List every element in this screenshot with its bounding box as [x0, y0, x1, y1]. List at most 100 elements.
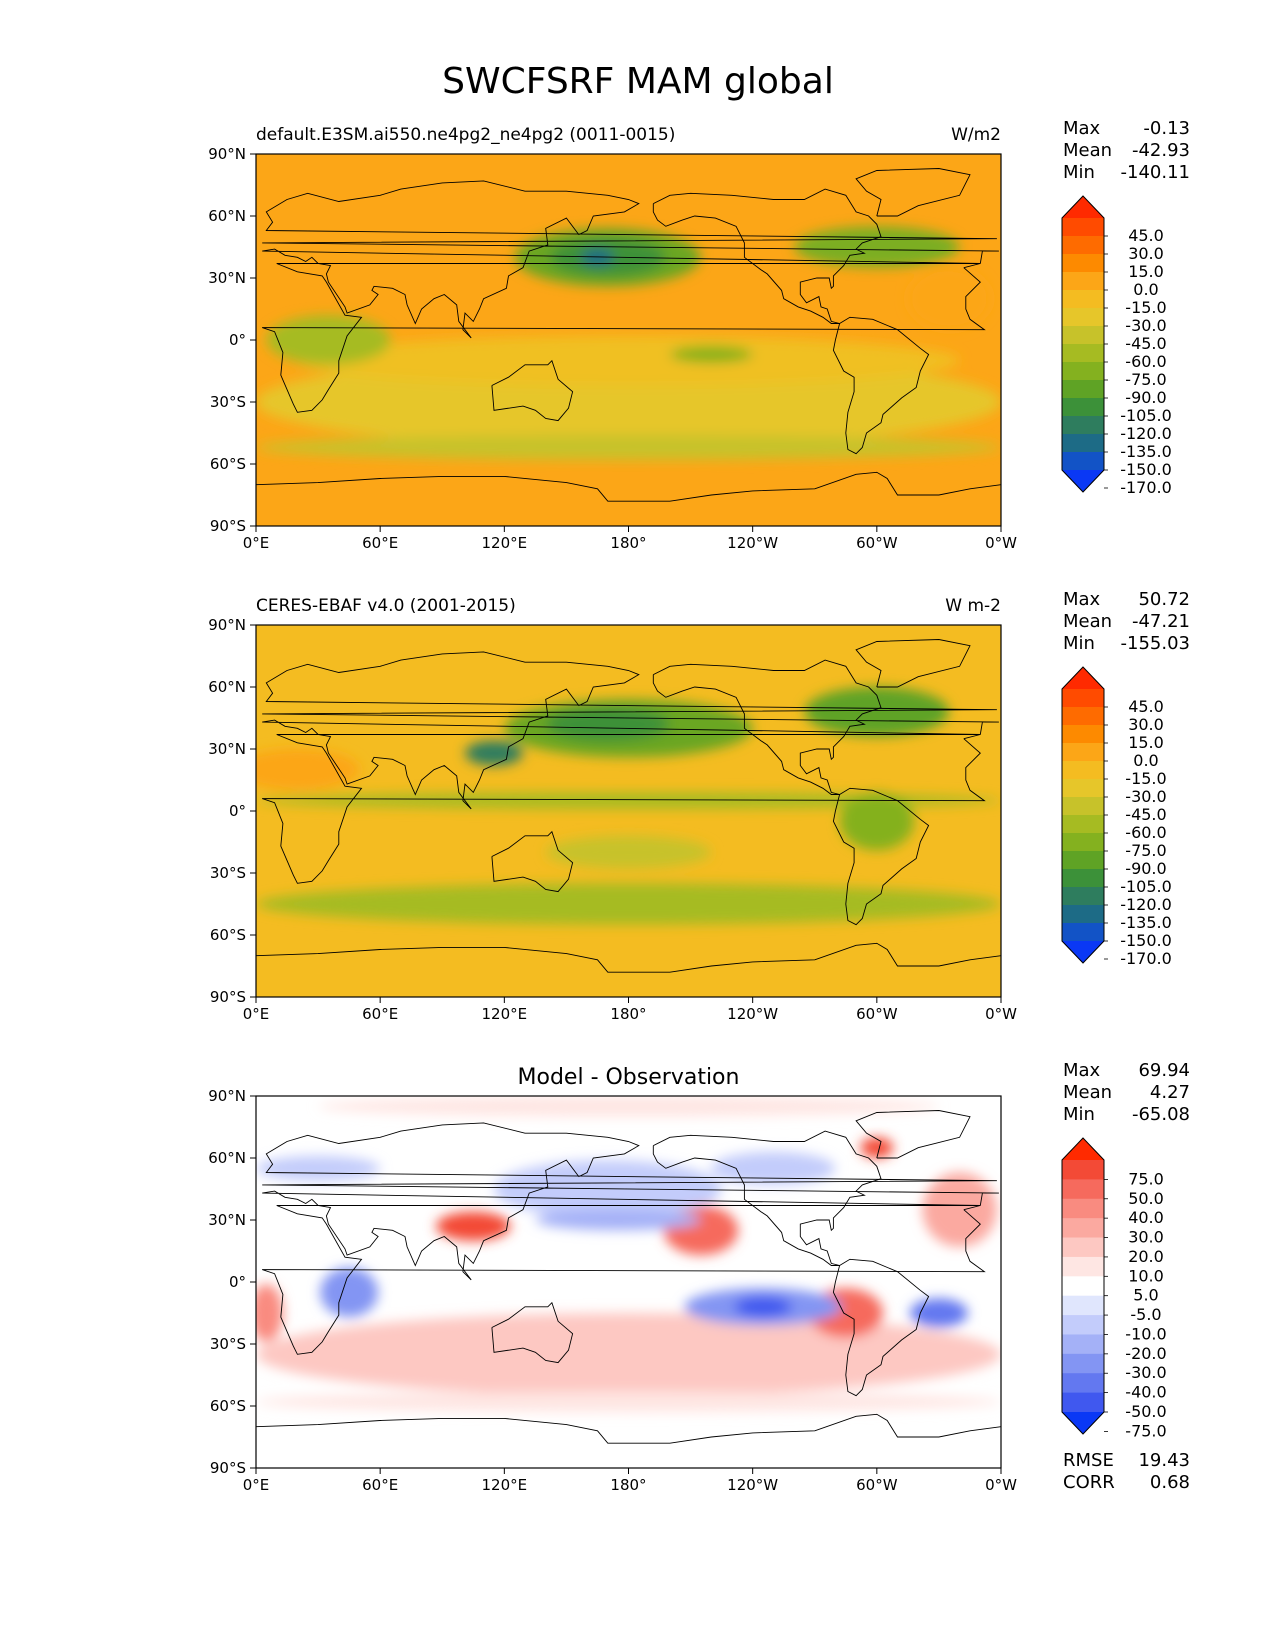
- colorbar-segment: [1062, 707, 1104, 726]
- stat-label: Min: [1063, 162, 1095, 183]
- lat-tick-label: 60°N: [208, 678, 246, 696]
- colorbar-label: -90.0: [1125, 388, 1166, 407]
- colorbar-label: -105.0: [1120, 877, 1172, 896]
- stat-value: 4.27: [1150, 1082, 1190, 1103]
- coastline: [256, 1413, 1001, 1444]
- colorbar-segment: [1062, 452, 1104, 471]
- colorbar-segment: [1062, 1179, 1104, 1200]
- stat-label: RMSE: [1063, 1450, 1114, 1471]
- lat-tick-label: 30°N: [208, 1211, 246, 1229]
- colorbar-segment: [1062, 1373, 1104, 1394]
- colorbar-label: -30.0: [1125, 787, 1166, 806]
- stat-label: Min: [1063, 633, 1095, 654]
- stat-value: -0.13: [1143, 118, 1190, 139]
- colorbar-segment: [1062, 689, 1104, 708]
- stat-label: Mean: [1063, 1082, 1112, 1103]
- colorbar-segment: [1062, 434, 1104, 453]
- stat-value: -65.08: [1132, 1104, 1190, 1125]
- colorbar-segment: [1062, 218, 1104, 237]
- colorbar-segment: [1062, 362, 1104, 381]
- contour-region: [256, 1391, 1001, 1413]
- colorbar-label: -150.0: [1120, 460, 1172, 479]
- contour-region: [465, 740, 523, 766]
- lat-tick-label: 60°S: [210, 455, 246, 473]
- stat-label: CORR: [1063, 1472, 1115, 1493]
- lat-tick-label: 90°N: [208, 145, 246, 163]
- colorbar-label: -150.0: [1120, 931, 1172, 950]
- lat-tick-label: 30°S: [210, 1335, 246, 1353]
- colorbar-label: 5.0: [1133, 1286, 1158, 1305]
- colorbar-label: -30.0: [1125, 1363, 1166, 1382]
- lat-tick-label: 30°N: [208, 740, 246, 758]
- lon-tick-label: 120°E: [482, 534, 528, 552]
- colorbar-label: -75.0: [1125, 1421, 1166, 1440]
- colorbar-segment: [1062, 887, 1104, 906]
- colorbar-label: -90.0: [1125, 859, 1166, 878]
- colorbar: 45.030.015.00.0-15.0-30.0-45.0-60.0-75.0…: [1061, 195, 1172, 497]
- lat-tick-label: 30°N: [208, 269, 246, 287]
- lon-tick-label: 60°W: [856, 534, 898, 552]
- colorbar-segment: [1062, 815, 1104, 834]
- stat-value: -155.03: [1121, 633, 1190, 654]
- panel-observation: 0°E 60°E 120°E 180° 120°W 60°W 0°W 90°N 60°N 30°N…: [208, 589, 1190, 1023]
- colorbar-segment: [1062, 923, 1104, 942]
- contour-region: [297, 335, 960, 386]
- colorbar-label: -30.0: [1125, 316, 1166, 335]
- colorbar-label: 50.0: [1128, 1189, 1164, 1208]
- lon-tick-label: 180°: [610, 1005, 646, 1023]
- lon-tick-label: 60°W: [856, 1005, 898, 1023]
- lon-tick-label: 0°W: [985, 1476, 1017, 1494]
- colorbar-extend-max: [1062, 667, 1104, 689]
- contour-region: [545, 707, 670, 741]
- contour-region: [535, 1209, 701, 1231]
- colorbar-label: 15.0: [1128, 262, 1164, 281]
- colorbar-segment: [1062, 797, 1104, 816]
- stat-label: Min: [1063, 1104, 1095, 1125]
- panel-model: 0°E 60°E 120°E 180° 120°W 60°W 0°W 90°N 60°N 30°N…: [208, 118, 1190, 552]
- colorbar-label: -120.0: [1120, 895, 1172, 914]
- contour-region: [711, 1151, 836, 1185]
- lat-tick-label: 90°S: [210, 1459, 246, 1477]
- colorbar-segment: [1062, 398, 1104, 417]
- stat-value: -140.11: [1121, 162, 1190, 183]
- coastline: [832, 1258, 930, 1397]
- stat-value: -42.93: [1132, 140, 1190, 161]
- coastlines: [256, 639, 1001, 973]
- lon-tick-label: 0°W: [985, 1005, 1017, 1023]
- colorbar-label: -5.0: [1130, 1305, 1161, 1324]
- colorbar-label: -105.0: [1120, 406, 1172, 425]
- colorbar-label: -45.0: [1125, 334, 1166, 353]
- field-contours: [256, 226, 1001, 460]
- colorbar-segment: [1062, 1392, 1104, 1413]
- stat-label: Mean: [1063, 611, 1112, 632]
- colorbar-extend-min: [1062, 1412, 1104, 1434]
- lat-tick-label: 90°N: [208, 1087, 246, 1105]
- colorbar-label: 0.0: [1133, 751, 1158, 770]
- coastline: [832, 316, 930, 455]
- colorbar-label: -170.0: [1120, 478, 1172, 497]
- colorbar-label: -60.0: [1125, 352, 1166, 371]
- lon-tick-label: 0°E: [243, 1476, 270, 1494]
- lat-tick-label: 0°: [229, 1273, 246, 1291]
- field-contours: [256, 1096, 1001, 1413]
- colorbar-segment: [1062, 725, 1104, 744]
- colorbar-label: -50.0: [1125, 1402, 1166, 1421]
- coastline: [652, 1130, 882, 1266]
- colorbar-segment: [1062, 761, 1104, 780]
- colorbar-segment: [1062, 344, 1104, 363]
- colorbar-label: 30.0: [1128, 715, 1164, 734]
- contour-region: [256, 1313, 1001, 1396]
- panel-left-title: default.E3SM.ai550.ne4pg2_ne4pg2 (0011-0…: [256, 125, 675, 145]
- coastline: [256, 471, 1001, 502]
- lat-tick-label: 60°N: [208, 1149, 246, 1167]
- contour-region: [436, 1211, 511, 1241]
- colorbar-segment: [1062, 326, 1104, 345]
- colorbar-segment: [1062, 1198, 1104, 1219]
- lat-tick-label: 0°: [229, 331, 246, 349]
- coastlines: [256, 168, 1001, 502]
- colorbar-label: -40.0: [1125, 1383, 1166, 1402]
- coastline: [262, 180, 999, 339]
- lat-tick-label: 90°S: [210, 988, 246, 1006]
- coastline: [652, 188, 882, 324]
- lon-tick-label: 0°W: [985, 534, 1017, 552]
